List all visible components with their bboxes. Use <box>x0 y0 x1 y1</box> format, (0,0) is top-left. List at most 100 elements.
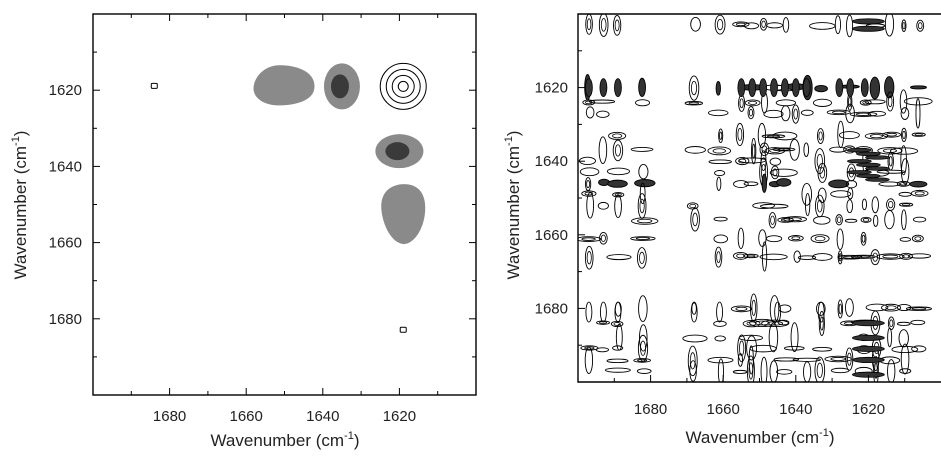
right-contour-mark <box>766 22 783 29</box>
right-contour-mark <box>707 146 732 156</box>
right-contour-mark-inner <box>770 215 775 225</box>
right-contour-mark <box>865 303 889 312</box>
right-hatched-region <box>856 162 881 167</box>
right-contour-mark <box>887 316 895 330</box>
right-contour-mark <box>737 227 745 249</box>
right-contour-mark <box>737 353 743 367</box>
right-contour-mark <box>884 14 895 37</box>
right-contour-mark <box>585 14 593 35</box>
right-contour-mark <box>871 196 879 214</box>
right-hatched-region <box>847 170 872 175</box>
right-contour-mark <box>637 247 647 269</box>
right-contour-mark-inner <box>816 153 823 169</box>
right-contour-mark-inner <box>639 198 645 214</box>
right-contour-mark <box>777 319 790 326</box>
right-contour-mark <box>595 347 610 353</box>
right-contour-mark-inner <box>614 193 622 197</box>
right-contour-mark <box>637 334 649 362</box>
right-contour-mark-inner <box>635 237 651 240</box>
right-contour-mark-inner <box>748 362 754 380</box>
right-contour-mark <box>860 231 867 246</box>
right-contour-mark-inner <box>855 112 872 116</box>
right-contour-mark <box>631 217 659 225</box>
right-contour-mark-inner <box>831 110 846 115</box>
right-contour-mark <box>870 249 880 266</box>
right-contour-mark <box>812 346 833 352</box>
right-contour-mark <box>846 14 854 38</box>
left-cross-peak-light <box>253 65 315 106</box>
right-contour-mark-inner <box>838 253 842 262</box>
right-contour-mark <box>690 207 700 232</box>
right-contour-mark <box>911 234 924 243</box>
right-contour-mark <box>735 122 745 147</box>
right-contour-mark <box>579 167 600 177</box>
right-contour-mark <box>788 235 804 242</box>
right-contour-mark <box>743 181 759 187</box>
right-contour-mark <box>896 321 911 326</box>
right-contour-mark <box>845 103 855 124</box>
right-contour-mark <box>612 139 624 162</box>
right-lobe <box>599 301 607 323</box>
left-diagonal-peak-ring <box>379 62 427 110</box>
right-dark-cluster <box>614 78 622 97</box>
right-contour-mark <box>707 109 729 117</box>
right-contour-mark-inner <box>690 80 698 96</box>
right-contour-mark <box>900 343 910 375</box>
right-contour-mark <box>826 109 851 116</box>
right-contour-mark <box>837 120 845 149</box>
right-contour-mark <box>581 190 597 197</box>
left-cross-peak-core <box>330 74 349 99</box>
right-contour-mark <box>835 214 843 226</box>
right-contour-mark <box>898 191 912 197</box>
right-contour-mark <box>887 359 896 382</box>
right-contour-mark <box>586 192 595 219</box>
right-contour-mark-inner <box>788 217 802 222</box>
right-contour-mark <box>838 131 860 140</box>
right-contour-mark <box>804 193 811 217</box>
right-contour-mark <box>746 335 758 361</box>
left-x-tick-label: 1680 <box>153 408 186 425</box>
right-contour-mark <box>608 131 627 140</box>
right-contour-mark <box>772 131 798 141</box>
right-contour-mark <box>715 81 721 96</box>
right-contour-mark <box>630 146 654 152</box>
right-contour-mark <box>714 14 726 35</box>
right-contour-mark <box>744 99 761 107</box>
right-contour-mark-inner <box>842 255 857 259</box>
right-contour-mark <box>763 109 784 119</box>
right-contour-mark <box>782 17 790 33</box>
right-contour-mark <box>791 104 800 124</box>
right-contour-mark <box>759 253 788 261</box>
left-x-axis-title: Wavenumber (cm-1) <box>211 430 360 450</box>
right-contour-mark <box>687 345 698 377</box>
right-contour-mark-inner <box>600 18 607 32</box>
right-dark-cluster <box>737 78 746 97</box>
right-dark-band <box>852 320 885 327</box>
right-hatched-region <box>865 166 890 171</box>
right-contour-mark <box>886 198 896 211</box>
right-contour-mark <box>585 106 595 119</box>
right-y-tick-label: 1640 <box>535 153 568 170</box>
right-contour-mark <box>730 305 753 313</box>
right-contour-mark <box>845 298 854 317</box>
right-contour-mark <box>751 137 757 165</box>
right-lobe <box>774 301 782 323</box>
right-contour-mark <box>899 252 913 260</box>
right-contour-mark <box>604 367 631 373</box>
right-contour-mark-inner <box>639 251 645 264</box>
left-contour-plot: 1680 1660 1640 1620 1620 1640 1660 1680 Wavenum… <box>10 13 477 450</box>
right-contour-mark-inner <box>716 19 724 31</box>
right-contour-mark <box>639 182 646 205</box>
right-contour-mark <box>783 345 805 351</box>
left-y-axis-title: Wavenumber (cm-1) <box>10 131 30 280</box>
right-contour-mark <box>737 334 747 363</box>
right-contour-mark <box>743 253 759 259</box>
right-contour-mark-inner <box>902 254 910 259</box>
right-contour-mark <box>910 319 926 326</box>
right-contour-mark <box>884 210 895 230</box>
right-y-axis-title: Wavenumber (cm-1) <box>503 131 523 280</box>
right-contour-mark <box>889 147 919 155</box>
right-contour-mark <box>900 107 910 120</box>
right-contour-mark <box>714 170 726 177</box>
